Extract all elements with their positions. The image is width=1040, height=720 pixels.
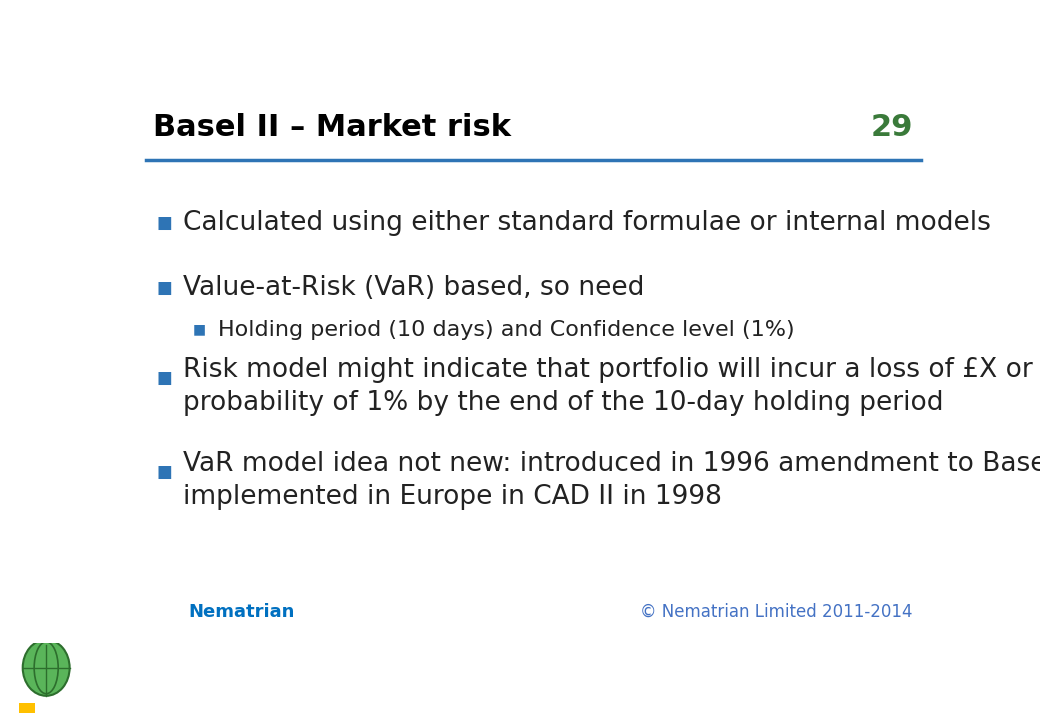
Text: ■: ■ (157, 463, 173, 481)
Text: ■: ■ (193, 323, 206, 337)
Text: Holding period (10 days) and Confidence level (1%): Holding period (10 days) and Confidence … (217, 320, 795, 340)
Text: © Nematrian Limited 2011-2014: © Nematrian Limited 2011-2014 (641, 603, 913, 621)
Text: Risk model might indicate that portfolio will incur a loss of £X or more with a
: Risk model might indicate that portfolio… (183, 357, 1040, 416)
Text: VaR model idea not new: introduced in 1996 amendment to Basel I and
implemented : VaR model idea not new: introduced in 19… (183, 451, 1040, 510)
Text: ■: ■ (157, 369, 173, 387)
Text: 29: 29 (870, 113, 913, 142)
Text: ■: ■ (157, 279, 173, 297)
Text: Nematrian: Nematrian (188, 603, 294, 621)
Text: Value-at-Risk (VaR) based, so need: Value-at-Risk (VaR) based, so need (183, 275, 644, 301)
Ellipse shape (23, 639, 70, 696)
Text: ■: ■ (157, 214, 173, 232)
Text: Basel II – Market risk: Basel II – Market risk (153, 113, 512, 142)
Bar (19, 703, 34, 713)
Text: Calculated using either standard formulae or internal models: Calculated using either standard formula… (183, 210, 990, 235)
